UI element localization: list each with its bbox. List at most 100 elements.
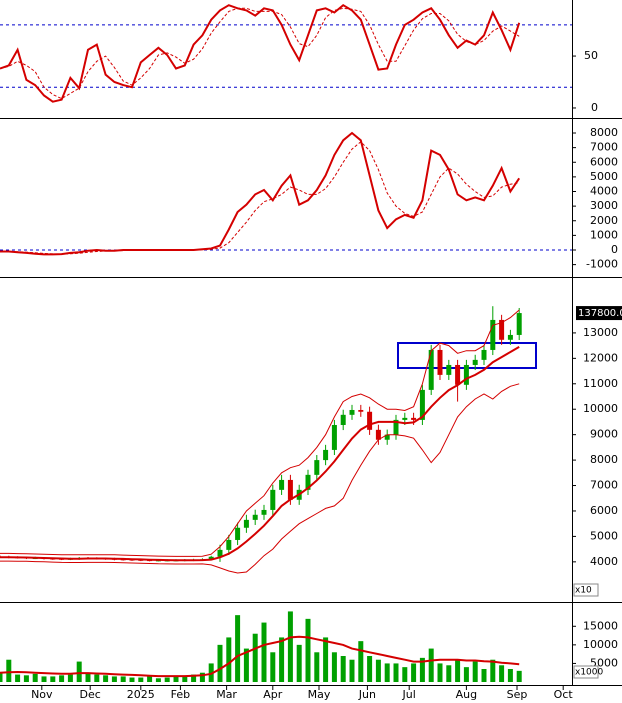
candle-body (455, 364, 461, 385)
y-tick-label: 11000 (583, 377, 618, 390)
candle-body (261, 509, 267, 515)
candle-body (243, 519, 249, 528)
candle-body (279, 479, 285, 490)
candle-body (226, 539, 232, 550)
x-tick-label: 2025 (127, 688, 155, 701)
candle-body (499, 319, 505, 340)
x-tick-label: Oct (554, 688, 574, 701)
volume-bar (129, 677, 135, 682)
x-tick-label: Feb (171, 688, 190, 701)
volume-bar (367, 656, 373, 682)
y-tick-label: 10000 (583, 402, 618, 415)
candle-body (349, 409, 355, 415)
x-tick-label: Nov (31, 688, 53, 701)
y-tick-label: 5000 (590, 170, 618, 183)
x-tick-label: Sep (507, 688, 528, 701)
volume-bar (67, 674, 73, 682)
volume-bar (411, 663, 417, 682)
volume-bar (446, 665, 452, 682)
volume-bar (340, 656, 346, 682)
y-tick-label: 50 (584, 49, 598, 62)
candle-body (402, 417, 408, 420)
candle-body (323, 449, 329, 461)
y-tick-label: -1000 (586, 258, 618, 271)
candle-body (270, 489, 276, 510)
volume-bar (155, 678, 161, 682)
series-line (0, 346, 520, 562)
volume-bar (182, 676, 188, 682)
panel-frames (0, 0, 622, 686)
candle-body (358, 409, 364, 412)
x-tick-label: May (308, 688, 331, 701)
candle-body (419, 389, 425, 420)
volume-bar (32, 673, 38, 682)
volume-bar (323, 637, 329, 682)
y-tick-label: 10000 (583, 638, 618, 651)
volume-bar (384, 663, 390, 682)
y-tick-label: 6000 (590, 155, 618, 168)
volume-bar (490, 659, 496, 682)
candle-body (516, 313, 522, 335)
volume-bar (94, 674, 100, 682)
volume-bar (499, 665, 505, 682)
volume-bar (419, 657, 425, 682)
x-tick-label: Aug (456, 688, 477, 701)
y-tick-label: 5000 (590, 529, 618, 542)
volume-bar (463, 667, 469, 682)
y-tick-label: 4000 (590, 555, 618, 568)
volume-bar (481, 669, 487, 682)
y-tick-label: 7000 (590, 479, 618, 492)
volume-bar (85, 672, 91, 682)
volume-bar (23, 675, 29, 682)
volume-bar (191, 674, 197, 682)
volume-bar (173, 676, 179, 682)
series-line (0, 141, 520, 255)
candle-body (340, 414, 346, 425)
volume-bar (50, 676, 56, 682)
volume-bar (261, 622, 267, 682)
x-tick-label: Jul (402, 688, 416, 701)
candle-body (235, 527, 241, 540)
series-line (0, 131, 521, 256)
volume-bar (120, 676, 126, 682)
volume-bar (103, 675, 109, 682)
candle-body (411, 417, 417, 420)
last-price-box (576, 306, 622, 321)
candle-body (428, 349, 434, 390)
x-tick-label: Jun (358, 688, 376, 701)
x-tick-label: Apr (263, 688, 283, 701)
axis-unit: x10 (575, 586, 592, 596)
volume-bar (235, 615, 241, 682)
candle-body (481, 349, 487, 360)
volume-bar (270, 652, 276, 682)
volume-bar (59, 675, 65, 682)
candle-body (287, 479, 293, 500)
volume-bar (472, 661, 478, 682)
volume-bar (393, 663, 399, 682)
series-line (0, 3, 521, 103)
candle-body (446, 364, 452, 375)
candle-body (331, 424, 337, 450)
volume-bar (147, 676, 153, 682)
volume-bar (243, 648, 249, 682)
volume-bar (349, 659, 355, 682)
series-line (0, 383, 520, 574)
candle-body (217, 549, 223, 557)
unit-box (573, 665, 599, 679)
series-line (0, 635, 520, 678)
y-tick-label: 12000 (583, 351, 618, 364)
volume-bar (305, 618, 311, 682)
volume-bar (199, 672, 205, 682)
volume-bar (437, 663, 443, 682)
candle-body (437, 349, 443, 375)
x-tick-label: Mar (216, 688, 237, 701)
y-tick-label: 0 (611, 243, 618, 256)
y-tick-label: 3000 (590, 199, 618, 212)
y-tick-label: 6000 (590, 504, 618, 517)
volume-bar (279, 637, 285, 682)
y-tick-label: 2000 (590, 214, 618, 227)
y-tick-label: 13000 (583, 326, 618, 339)
volume-bar (41, 676, 47, 682)
